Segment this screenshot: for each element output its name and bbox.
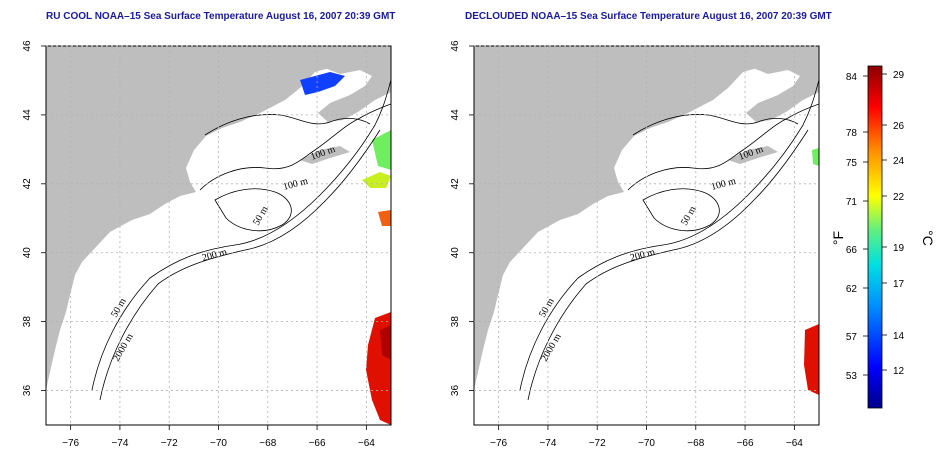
colorbar-f-label: 75 [846,158,858,169]
y-tick-label: 36 [22,385,33,397]
colorbar-f-label: 62 [846,284,858,295]
contour-line [642,188,720,232]
x-tick-label: −66 [737,438,754,449]
colorbar-f-label: 66 [846,245,858,256]
y-tick-label: 40 [450,247,461,259]
x-tick-label: −72 [161,438,178,449]
colorbar-c-label: 26 [893,121,905,132]
y-tick-label: 38 [450,316,461,328]
sst-cool-patch [300,72,345,95]
x-tick-label: −76 [490,438,507,449]
y-tick-label: 44 [22,109,33,121]
x-tick-label: −64 [786,438,803,449]
y-tick-label: 42 [450,178,461,190]
colorbar-c-label: 24 [893,156,905,167]
x-tick-label: −68 [687,438,704,449]
colorbar-c-label: 19 [893,243,905,254]
y-tick-label: 44 [450,109,461,121]
colorbar-c-label: 22 [893,192,905,203]
panel-1-title: RU COOL NOAA–15 Sea Surface Temperature … [46,11,396,22]
x-tick-label: −74 [539,438,556,449]
sst-green-patch [372,130,391,170]
colorbar-c-label: 29 [893,70,905,81]
x-tick-label: −70 [210,438,227,449]
sst-yellow-patch [362,172,391,188]
y-tick-label: 46 [22,40,33,52]
sst-warm-patch-2 [380,325,391,360]
colorbar-c-label: 12 [893,366,905,377]
land-mass [46,46,370,390]
y-tick-label: 40 [22,247,33,259]
contour-line [99,129,381,401]
colorbar-ticks: 84 78 75 71 66 62 57 53 29 26 24 22 19 17 14 12 [846,70,905,382]
panel-1-grid [46,45,391,425]
sst-warm-patch [804,324,819,395]
colorbar-c-label: 14 [893,331,905,342]
fahrenheit-unit-label: °F [830,231,846,245]
axis-ticks: −76 −74 −72 −70 −68 −66 −64 36 38 40 42 44 46 −76 −74 −… [22,40,803,449]
panel-2-grid [474,45,819,425]
panel-2-title: DECLOUDED NOAA–15 Sea Surface Temperatur… [465,11,832,22]
colorbar-f-label: 78 [846,128,858,139]
colorbar-f-label: 71 [846,197,858,208]
contour-line [214,188,292,232]
land-island [300,146,350,164]
sst-orange-patch [378,210,391,226]
x-tick-label: −70 [638,438,655,449]
celsius-unit-label: °C [920,230,936,246]
x-tick-label: −68 [259,438,276,449]
colorbar-f-label: 53 [846,371,858,382]
x-tick-label: −74 [111,438,128,449]
colorbar-f-label: 57 [846,332,858,343]
contour-line [199,103,391,191]
x-tick-label: −72 [589,438,606,449]
contour-line [519,79,819,391]
land-island [728,146,778,164]
contour-line [204,114,371,136]
y-tick-label: 46 [450,40,461,52]
land-mass [474,46,798,390]
x-tick-label: −76 [62,438,79,449]
contour-line [527,129,809,401]
contour-line [91,79,391,391]
colorbar [867,65,883,409]
colorbar-c-label: 17 [893,279,905,290]
y-tick-label: 38 [22,316,33,328]
land-canada [318,46,391,122]
y-tick-label: 42 [22,178,33,190]
sst-green-patch [812,148,819,166]
contour-line [632,114,799,136]
contour-line [627,103,819,191]
y-tick-label: 36 [450,385,461,397]
land-canada [746,46,819,122]
colorbar-f-label: 84 [846,72,858,83]
x-tick-label: −66 [309,438,326,449]
x-tick-label: −64 [358,438,375,449]
